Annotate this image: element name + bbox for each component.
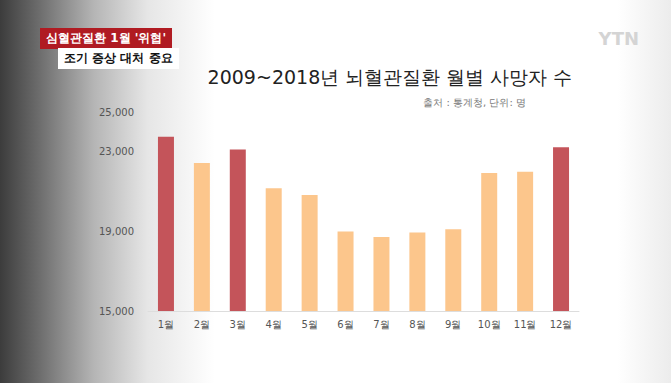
svg-text:6월: 6월 xyxy=(337,319,353,330)
svg-text:15,000: 15,000 xyxy=(99,306,134,317)
svg-text:9월: 9월 xyxy=(445,319,461,330)
svg-text:19,000: 19,000 xyxy=(99,226,134,237)
svg-text:10월: 10월 xyxy=(478,319,501,330)
svg-text:1월: 1월 xyxy=(158,319,174,330)
html-text:심혈관질환 1월 '위협': 심혈관질환 1월 '위협' xyxy=(46,31,167,45)
html-text:YTN: YTN xyxy=(598,28,639,49)
svg-text:5월: 5월 xyxy=(301,319,317,330)
svg-text:4월: 4월 xyxy=(266,319,282,330)
svg-text:2009~2018년 뇌혈관질환 월별 사망자 수: 2009~2018년 뇌혈관질환 월별 사망자 수 xyxy=(208,66,573,88)
svg-text:출처 : 통계청, 단위: 명: 출처 : 통계청, 단위: 명 xyxy=(423,97,526,108)
svg-text:7월: 7월 xyxy=(373,319,389,330)
svg-text:8월: 8월 xyxy=(409,319,425,330)
svg-text:11월: 11월 xyxy=(514,319,537,330)
svg-text:2월: 2월 xyxy=(194,319,210,330)
svg-text:12월: 12월 xyxy=(550,319,573,330)
svg-text:25,000: 25,000 xyxy=(99,107,134,118)
html-text:조기 증상 대처 중요: 조기 증상 대처 중요 xyxy=(64,51,173,65)
svg-text:23,000: 23,000 xyxy=(99,146,134,157)
svg-text:3월: 3월 xyxy=(230,319,246,330)
